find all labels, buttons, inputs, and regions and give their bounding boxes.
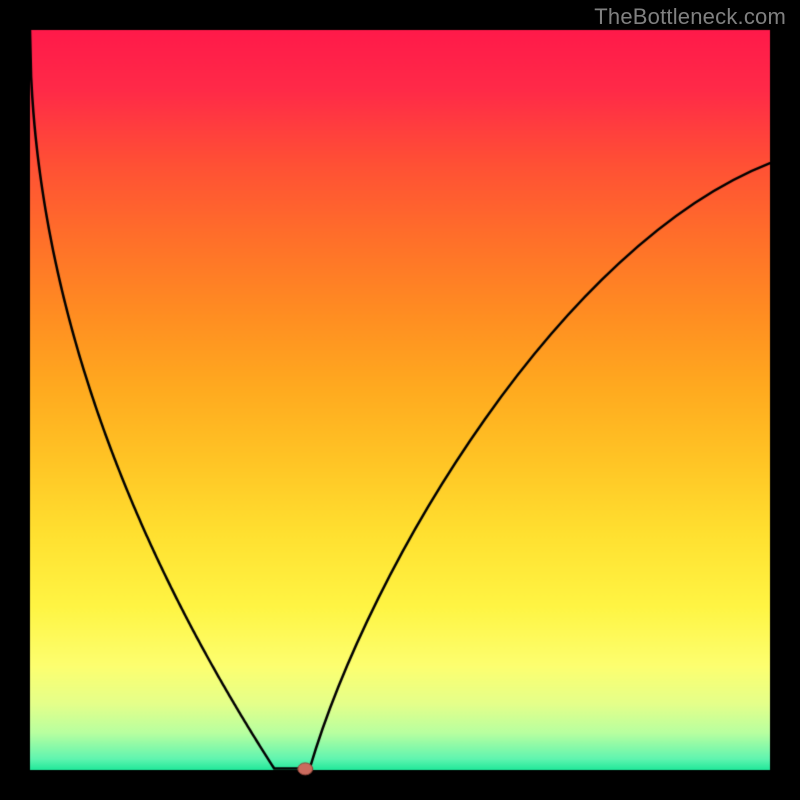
bottleneck-chart-canvas bbox=[0, 0, 800, 800]
watermark-text: TheBottleneck.com bbox=[594, 4, 786, 30]
chart-stage: TheBottleneck.com bbox=[0, 0, 800, 800]
